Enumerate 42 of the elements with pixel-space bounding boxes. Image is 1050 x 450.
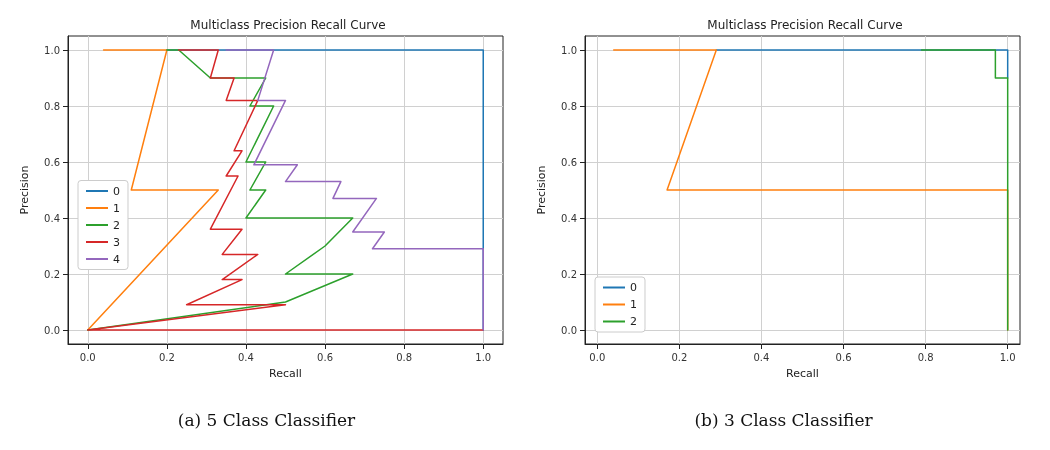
chart-title: Multiclass Precision Recall Curve — [707, 18, 903, 32]
y-tick-label: 0.0 — [561, 324, 577, 336]
x-tick-label: 0.8 — [917, 351, 934, 363]
line-series — [225, 49, 484, 331]
y-axis-title: Precision — [535, 165, 548, 215]
chart-title: Multiclass Precision Recall Curve — [190, 18, 386, 32]
x-tick-label: 0.0 — [79, 351, 96, 363]
y-tick-label: 1.0 — [44, 44, 60, 56]
legend-label: 0 — [113, 184, 120, 198]
x-tick-label: 0.0 — [589, 351, 606, 363]
legend-label: 1 — [113, 201, 120, 215]
y-tick-label: 0.4 — [44, 212, 60, 224]
legend-label: 1 — [630, 298, 637, 311]
x-tick-label: 0.6 — [317, 351, 333, 363]
x-tick-label: 0.6 — [835, 351, 852, 363]
x-tick-label: 1.0 — [475, 351, 492, 363]
legend-label: 2 — [630, 315, 637, 328]
legend-label: 0 — [630, 281, 637, 294]
y-tick-label: 0.2 — [44, 268, 60, 280]
x-tick-label: 1.0 — [999, 351, 1016, 363]
line-series — [87, 49, 484, 331]
legend-label: 2 — [113, 218, 120, 232]
text: (a) 5 Class Classifier — [177, 409, 357, 430]
y-tick-label: 0.8 — [561, 100, 577, 112]
x-tick-label: 0.4 — [238, 351, 254, 363]
x-tick-label: 0.2 — [158, 351, 175, 363]
text: (b) 3 Class Classifier — [694, 409, 874, 430]
y-tick-label: 0.8 — [44, 100, 60, 112]
x-axis-title: Recall — [786, 367, 819, 380]
y-tick-label: 0.6 — [44, 156, 60, 168]
y-tick-label: 0.0 — [44, 324, 60, 336]
legend-label: 3 — [113, 235, 120, 249]
y-axis-title: Precision — [18, 165, 31, 215]
y-tick-label: 1.0 — [561, 44, 577, 56]
x-tick-label: 0.8 — [396, 351, 413, 363]
y-tick-label: 0.6 — [561, 156, 577, 168]
legend-label: 4 — [113, 252, 120, 266]
y-tick-label: 0.4 — [561, 212, 577, 224]
x-tick-label: 0.2 — [671, 351, 688, 363]
x-axis-title: Recall — [269, 367, 302, 380]
y-tick-label: 0.2 — [561, 268, 577, 280]
x-tick-label: 0.4 — [753, 351, 770, 363]
